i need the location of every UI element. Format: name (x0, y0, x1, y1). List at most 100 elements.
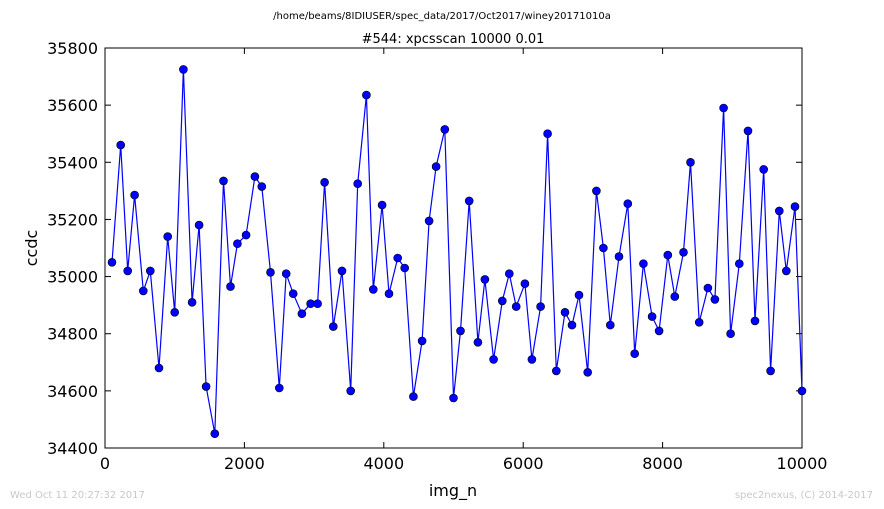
chart-suptitle: /home/beams/8IDIUSER/spec_data/2017/Oct2… (273, 11, 611, 22)
data-point (130, 190, 139, 200)
data-point (719, 103, 728, 113)
data-point (520, 279, 530, 289)
data-point (362, 90, 371, 100)
x-tick-label: 8000 (642, 454, 683, 473)
x-tick-label: 0 (100, 454, 110, 473)
data-point (639, 259, 648, 269)
data-point (170, 307, 179, 317)
data-point (766, 366, 775, 376)
data-point (654, 326, 664, 336)
data-point (257, 182, 267, 191)
data-point (368, 285, 378, 294)
data-point (393, 253, 403, 263)
data-point (480, 275, 490, 284)
data-point (703, 283, 713, 293)
data-point (726, 329, 735, 339)
data-point (146, 266, 155, 276)
y-tick-label: 34800 (47, 325, 98, 344)
data-point (473, 337, 483, 347)
data-point (424, 216, 434, 226)
data-point (623, 199, 633, 208)
data-point (266, 267, 275, 277)
x-tick-label: 2000 (224, 454, 265, 473)
data-point (686, 158, 695, 167)
y-tick-label: 35200 (47, 210, 98, 229)
data-point (107, 257, 117, 267)
data-point (504, 269, 514, 279)
data-point (647, 312, 657, 321)
data-point (599, 243, 608, 253)
x-tick-label: 4000 (363, 454, 404, 473)
data-point (790, 202, 800, 211)
data-point (456, 326, 465, 336)
data-point (194, 220, 204, 230)
y-tick-label: 35400 (47, 153, 98, 172)
x-axis-label: img_n (429, 481, 477, 501)
data-point (536, 302, 545, 311)
data-point (210, 429, 220, 439)
data-point (377, 200, 387, 210)
data-point (710, 295, 720, 304)
data-point (759, 165, 769, 174)
data-point (187, 297, 197, 307)
data-point (464, 196, 474, 206)
data-point (313, 299, 322, 309)
x-tick-label: 6000 (503, 454, 544, 473)
y-tick-label: 34600 (47, 382, 98, 401)
x-tick-label: 10000 (777, 454, 828, 473)
data-point (663, 250, 673, 260)
data-point (694, 317, 704, 327)
data-point (734, 259, 744, 269)
data-point (417, 336, 427, 346)
data-point (743, 126, 753, 136)
data-point (163, 232, 172, 241)
y-tick-label: 35800 (47, 39, 98, 58)
data-point (497, 296, 507, 306)
data-point (511, 302, 521, 311)
data-point (750, 316, 760, 326)
data-point (574, 290, 584, 300)
data-point (337, 266, 347, 276)
data-point (201, 382, 211, 391)
data-point (179, 65, 188, 74)
data-point (123, 266, 132, 276)
data-point (346, 386, 356, 396)
data-point (384, 289, 394, 299)
series-line (111, 69, 803, 434)
y-tick-label: 35600 (47, 96, 98, 115)
data-point (281, 269, 291, 279)
data-point (250, 172, 260, 181)
data-point (233, 239, 242, 248)
data-point (219, 176, 228, 186)
data-point (679, 248, 688, 257)
y-tick-label: 35000 (47, 268, 98, 287)
y-axis-label: ccdc (22, 230, 41, 267)
data-point (592, 186, 601, 196)
data-point (567, 320, 577, 330)
footer-credit: spec2nexus, (C) 2014-2017 (735, 490, 873, 501)
data-point (288, 289, 298, 299)
data-point (551, 366, 561, 376)
footer-timestamp: Wed Oct 11 20:27:32 2017 (10, 490, 145, 501)
data-point (320, 178, 329, 187)
data-point (630, 349, 640, 359)
data-point (774, 206, 784, 216)
data-point (226, 282, 235, 291)
data-point (409, 392, 418, 401)
data-point (489, 355, 498, 364)
data-point (440, 125, 450, 134)
chart-title: #544: xpcsscan 10000 0.01 (362, 32, 545, 47)
data-point (353, 179, 363, 188)
data-point (527, 355, 537, 364)
data-point (670, 292, 680, 301)
data-point (241, 230, 251, 240)
data-point (614, 252, 624, 261)
data-point (400, 263, 410, 273)
data-point (543, 129, 552, 138)
data-point (328, 322, 338, 331)
plot-area: 0 2000 4000 6000 8000 10000 34400 34600 34800 350… (47, 39, 827, 473)
data-point (274, 383, 284, 393)
data-point (154, 363, 164, 373)
data-point (139, 286, 148, 296)
